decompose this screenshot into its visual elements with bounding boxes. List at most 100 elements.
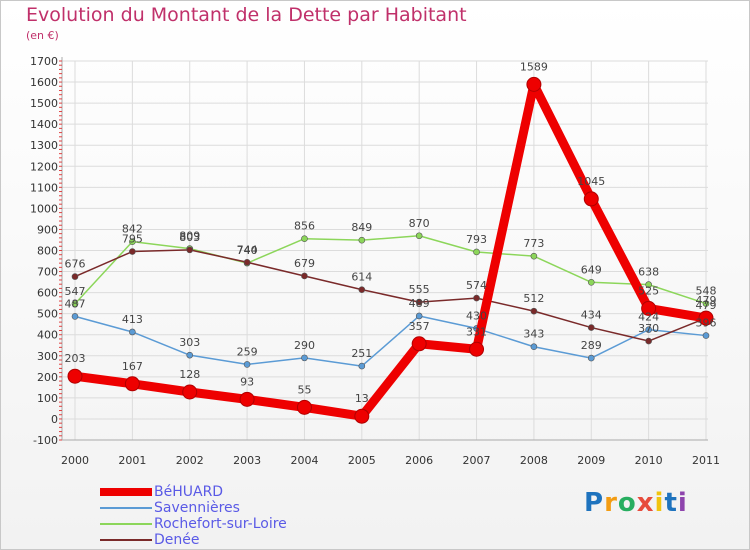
legend-label: BéHUARD [154,484,224,500]
data-point [67,368,83,384]
data-point [645,281,652,288]
data-point [71,313,79,320]
data-point [583,191,599,207]
data-label: 809 [179,230,200,243]
data-label: 614 [351,271,372,284]
x-tick-label: 2000 [61,454,89,467]
data-label: 479 [696,294,717,307]
data-point [71,300,79,308]
data-label: 396 [696,317,717,330]
data-point [415,312,423,320]
y-tick-label: 100 [37,392,58,405]
data-label: 842 [122,223,143,236]
x-tick-label: 2003 [233,454,261,467]
data-point [645,337,652,345]
data-point [411,336,427,352]
data-point [124,376,140,392]
y-tick-label: 600 [37,287,58,300]
x-tick-label: 2001 [118,454,146,467]
data-point [186,351,194,359]
y-tick-label: 1400 [30,118,58,131]
data-label: 676 [65,258,86,271]
y-tick-label: 1700 [30,55,58,68]
data-point [645,326,652,333]
data-point [473,248,480,256]
data-label: 251 [351,347,372,360]
y-tick-label: 800 [37,245,58,258]
y-tick-label: 500 [37,308,58,321]
x-tick-label: 2006 [405,454,433,467]
legend-label: Savennières [154,500,240,516]
data-label: 744 [237,243,258,256]
x-tick-label: 2011 [692,454,720,467]
data-label: 424 [638,311,659,324]
legend-swatch [100,488,152,496]
data-point [71,273,79,280]
logo-letter: o [617,488,637,518]
legend-swatch [100,507,152,509]
x-tick-label: 2004 [290,454,318,467]
data-point [301,272,308,280]
data-point [301,354,308,362]
data-label: 512 [523,292,544,305]
data-point [129,248,136,255]
y-tick-label: 300 [37,350,58,363]
data-label: 525 [638,284,659,297]
data-point [129,238,136,245]
data-label: 290 [294,339,315,352]
data-label: 548 [696,285,717,298]
data-label: 803 [179,231,200,244]
data-point [469,341,485,357]
data-label: 793 [466,233,487,246]
data-point [415,232,423,240]
data-point [186,246,194,254]
series-line-0 [74,79,707,421]
chart-subtitle: (en €) [26,29,59,42]
data-label: 649 [581,263,602,276]
data-label: 574 [466,279,487,292]
data-point [587,278,595,286]
logo-letter: x [636,488,655,518]
y-tick-label: 1200 [30,160,58,173]
y-tick-label: 1000 [30,202,58,215]
y-tick-label: 700 [37,266,58,279]
data-point [354,408,370,424]
data-point [301,235,308,243]
y-tick-label: 0 [51,413,58,426]
y-tick-label: 200 [37,371,58,384]
data-point [587,324,595,331]
data-label: 849 [351,221,372,234]
data-label: 167 [122,360,143,373]
data-point [415,298,423,306]
data-point [243,361,251,368]
x-tick-label: 2002 [176,454,204,467]
data-point [526,76,542,92]
legend-swatch [100,539,152,541]
y-tick-label: 1600 [30,76,58,89]
data-label: 870 [409,217,430,230]
data-label: 370 [638,322,659,335]
data-label: 489 [409,297,430,310]
data-label: 430 [466,309,487,322]
data-label: 1589 [520,60,548,73]
x-tick-label: 2010 [635,454,663,467]
logo-letter: i [654,488,665,518]
series-line-1 [74,315,707,367]
x-tick-label: 2008 [520,454,548,467]
data-label: 795 [122,233,143,246]
data-label: 303 [179,336,200,349]
data-label: 1045 [577,175,605,188]
y-tick-label: 1100 [30,181,58,194]
y-tick-label: 1300 [30,139,58,152]
data-point [702,300,710,307]
data-label: 856 [294,220,315,233]
data-point [473,294,480,302]
data-label: 289 [581,339,602,352]
logo-letter: i [677,488,688,518]
data-point [530,307,538,315]
x-tick-label: 2007 [463,454,491,467]
data-label: 343 [523,328,544,341]
chart-title: Evolution du Montant de la Dette par Hab… [26,4,467,26]
